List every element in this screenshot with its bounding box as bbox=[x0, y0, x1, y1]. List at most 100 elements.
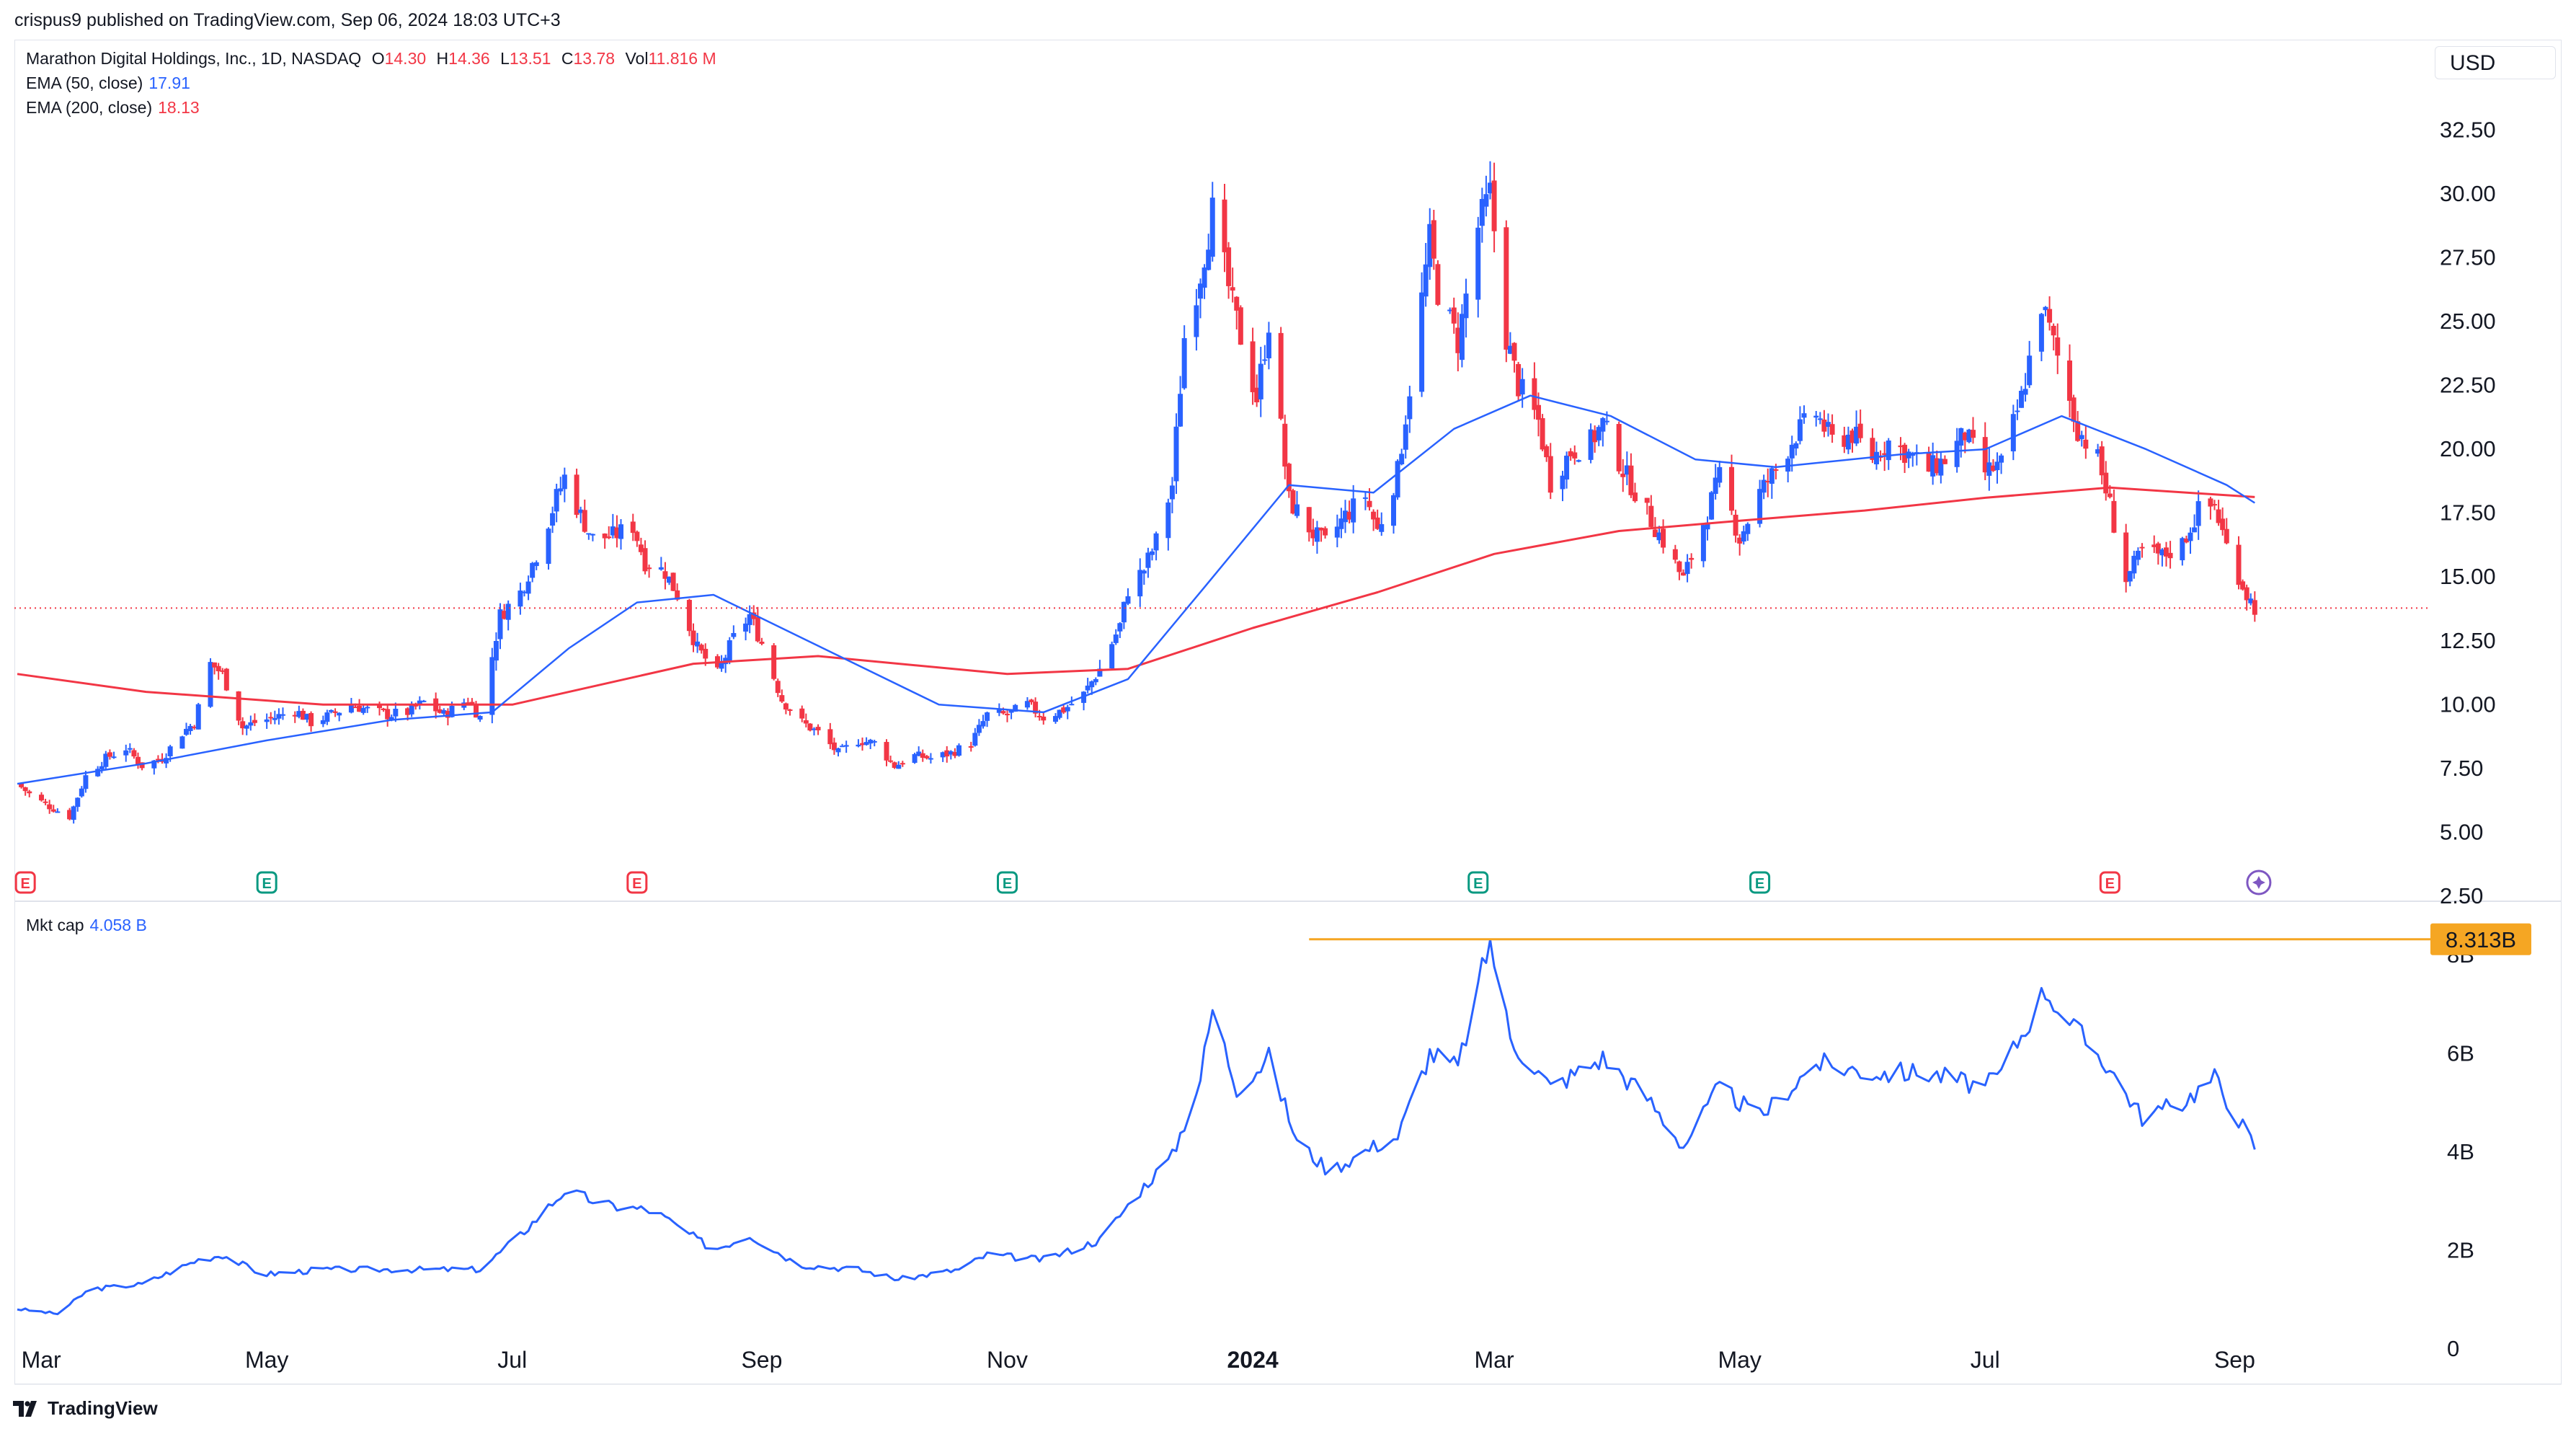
earnings-marker[interactable] bbox=[1749, 871, 1771, 894]
candle-up bbox=[1958, 428, 1964, 446]
candle-down bbox=[308, 713, 314, 727]
candle-up bbox=[916, 751, 922, 756]
time-axis-tick: Nov bbox=[987, 1347, 1028, 1373]
volume-label: Vol bbox=[625, 49, 649, 68]
earnings-marker[interactable] bbox=[2099, 871, 2120, 894]
candle-up bbox=[2022, 389, 2028, 395]
candle-down bbox=[1061, 707, 1067, 713]
candle-up bbox=[522, 591, 527, 593]
candle-up bbox=[1826, 422, 1831, 428]
candle-down bbox=[952, 752, 958, 756]
candle-down bbox=[1029, 699, 1034, 703]
candle-down bbox=[1733, 514, 1738, 536]
candle-down bbox=[1230, 287, 1235, 291]
candle-down bbox=[236, 691, 241, 721]
candle-up bbox=[1202, 267, 1207, 288]
candle-up bbox=[1507, 345, 1513, 354]
candle-down bbox=[2111, 500, 2117, 533]
candle-down bbox=[1676, 561, 1682, 572]
candle-down bbox=[2244, 587, 2249, 601]
candle-up bbox=[1906, 451, 1911, 459]
close-value: 13.78 bbox=[573, 49, 616, 68]
earnings-marker[interactable] bbox=[626, 871, 648, 894]
ema200-legend[interactable]: EMA (200, close) 18.13 bbox=[26, 98, 205, 118]
candle-down bbox=[1971, 430, 1976, 438]
candle-up bbox=[2135, 550, 2141, 560]
candle-up bbox=[1178, 394, 1183, 427]
candle-down bbox=[2236, 544, 2242, 585]
candle-up bbox=[2180, 538, 2185, 561]
candle-down bbox=[1842, 435, 1847, 447]
candle-down bbox=[1821, 419, 1827, 432]
candle-up bbox=[1769, 468, 1775, 484]
candle-down bbox=[647, 567, 652, 570]
earnings-marker-letter: E bbox=[20, 876, 30, 892]
candle-up bbox=[477, 716, 483, 720]
candle-up bbox=[1596, 427, 1602, 441]
candle-up bbox=[71, 806, 76, 820]
candle-up bbox=[1141, 570, 1147, 574]
candle-up bbox=[835, 748, 841, 753]
candle-up bbox=[1797, 419, 1803, 441]
candle-up bbox=[1986, 462, 1992, 476]
candle-up bbox=[1604, 420, 1609, 422]
price-axis-tick: 27.50 bbox=[2440, 245, 2496, 270]
candle-down bbox=[1516, 363, 1522, 397]
candle-down bbox=[1532, 378, 1537, 410]
candle-down bbox=[638, 544, 644, 552]
candle-down bbox=[465, 702, 471, 704]
mktcap-legend[interactable]: Mkt cap 4.058 B bbox=[26, 916, 153, 935]
earnings-marker[interactable] bbox=[997, 871, 1018, 894]
candle-up bbox=[1479, 198, 1485, 226]
candle-up bbox=[2079, 435, 2084, 439]
candle-down bbox=[1374, 517, 1380, 529]
candle-down bbox=[1672, 549, 1678, 560]
candle-down bbox=[884, 742, 889, 761]
candle-down bbox=[385, 709, 391, 720]
currency-selector[interactable]: USD bbox=[2435, 46, 2556, 79]
mktcap-value: 4.058 B bbox=[89, 916, 147, 934]
candle-up bbox=[658, 567, 664, 570]
candle-down bbox=[2051, 325, 2056, 336]
candle-up bbox=[264, 719, 270, 722]
candle-up bbox=[1294, 504, 1300, 516]
candle-down bbox=[703, 648, 709, 659]
earnings-marker[interactable] bbox=[256, 871, 277, 894]
candle-down bbox=[614, 527, 620, 539]
candle-up bbox=[727, 640, 732, 661]
candle-up bbox=[1713, 477, 1718, 495]
candle-down bbox=[437, 709, 443, 713]
candle-up bbox=[1447, 309, 1453, 311]
ema50-legend[interactable]: EMA (50, close) 17.91 bbox=[26, 74, 196, 93]
candle-down bbox=[1033, 702, 1039, 714]
footer-brand[interactable]: TradingView bbox=[13, 1397, 158, 1420]
candle-up bbox=[1024, 701, 1030, 708]
earnings-marker[interactable] bbox=[14, 871, 36, 894]
candle-up bbox=[1165, 502, 1171, 539]
candle-down bbox=[1367, 500, 1372, 508]
candle-up bbox=[1741, 531, 1746, 542]
candle-down bbox=[292, 714, 298, 717]
candle-up bbox=[329, 709, 334, 712]
candle-up bbox=[1085, 685, 1091, 691]
candle-down bbox=[2151, 544, 2157, 547]
candle-down bbox=[606, 536, 612, 539]
candle-up bbox=[985, 712, 990, 721]
price-axis-tick: 32.50 bbox=[2440, 117, 2496, 142]
candle-up bbox=[1137, 570, 1143, 597]
candle-up bbox=[1008, 709, 1014, 713]
candle-up bbox=[83, 775, 89, 789]
candle-up bbox=[1113, 634, 1119, 643]
mktcap-axis-tick: 2B bbox=[2447, 1238, 2474, 1263]
candle-down bbox=[2224, 528, 2229, 544]
candle-up bbox=[272, 717, 277, 720]
candle-down bbox=[2240, 581, 2246, 590]
candle-up bbox=[1588, 429, 1594, 460]
candle-up bbox=[928, 758, 933, 760]
earnings-marker[interactable] bbox=[1467, 871, 1489, 894]
candle-up bbox=[441, 709, 447, 714]
price-axis-tick: 25.00 bbox=[2440, 309, 2496, 334]
time-axis-tick: Sep bbox=[741, 1347, 782, 1373]
candle-up bbox=[1153, 533, 1159, 551]
